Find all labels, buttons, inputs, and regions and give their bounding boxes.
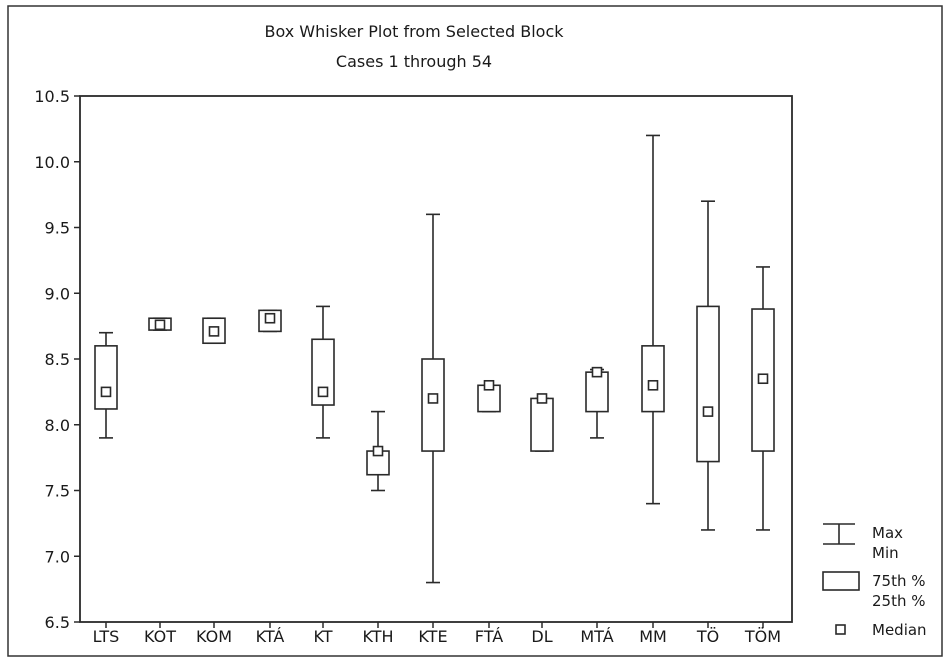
y-tick-label: 8.0 [45,416,70,435]
median-marker [317,386,329,398]
median-marker [208,326,220,337]
x-category-label: KTE [418,627,447,646]
y-tick-label: 9.0 [45,284,70,303]
x-category-label: KTH [362,627,393,646]
median-marker [757,373,769,385]
x-category-label: KT [313,627,332,646]
legend-q1-label: 25th % [872,592,926,610]
median-marker [483,379,495,391]
x-axis: LTS KOT KOM KTÁ KT KTH KTE FTÁ DL MTÁ MM TÖ TÖM [93,622,781,646]
iqr-box [421,358,445,452]
y-tick-label: 8.5 [45,350,70,369]
y-tick-label: 10.0 [34,153,70,172]
x-category-label: DL [531,627,552,646]
box-group [477,379,501,413]
median-marker [100,386,112,398]
legend-box-icon [822,571,860,591]
x-category-label: FTÁ [475,627,503,646]
x-category-label: TÖ [696,627,719,646]
iqr-box [696,305,720,463]
iqr-box [94,345,118,410]
box-group [641,134,665,505]
median-marker [647,379,659,391]
median-marker [591,366,603,378]
box-group [202,317,226,345]
legend-q3-label: 75th % [872,572,926,590]
box-group [696,200,720,531]
legend: Max Min 75th % 25th % Median [822,523,927,639]
x-category-label: MTÁ [580,627,613,646]
chart-title: Box Whisker Plot from Selected Block [264,22,564,41]
box-group [421,213,445,584]
y-tick-label: 9.5 [45,219,70,238]
box-group [751,266,775,531]
x-category-label: MM [639,627,667,646]
box-group [311,305,335,439]
legend-median-label: Median [872,621,927,639]
box-group [258,309,282,333]
median-marker [154,319,166,331]
y-tick-label: 7.0 [45,547,70,566]
legend-median-icon [835,624,846,635]
x-category-label: KOT [144,627,176,646]
median-marker [702,406,714,417]
iqr-box [641,345,665,413]
median-marker [536,393,548,404]
y-axis: 10.5 10.0 9.5 9.0 8.5 8.0 7.5 7.0 6.5 [34,87,80,632]
iqr-box [530,397,554,452]
x-category-label: KTÁ [256,627,285,646]
box-group [148,317,172,331]
chart-subtitle: Cases 1 through 54 [336,52,492,71]
y-tick-label: 7.5 [45,482,70,501]
outer-border [7,5,943,657]
iqr-box [585,371,609,413]
box-group [366,410,390,492]
iqr-box [311,338,335,406]
box-group [94,331,118,439]
x-category-label: KOM [196,627,232,646]
box-group [585,366,609,439]
y-tick-label: 6.5 [45,613,70,632]
median-marker [427,393,439,404]
legend-max-label: Max [872,524,903,542]
median-marker [372,445,384,457]
x-category-label: TÖM [744,627,781,646]
median-marker [264,312,276,324]
box-group [530,393,554,452]
legend-min-label: Min [872,544,899,562]
legend-whisker-icon [823,523,855,545]
box-series [94,134,775,584]
y-tick-label: 10.5 [34,87,70,106]
x-category-label: LTS [93,627,120,646]
